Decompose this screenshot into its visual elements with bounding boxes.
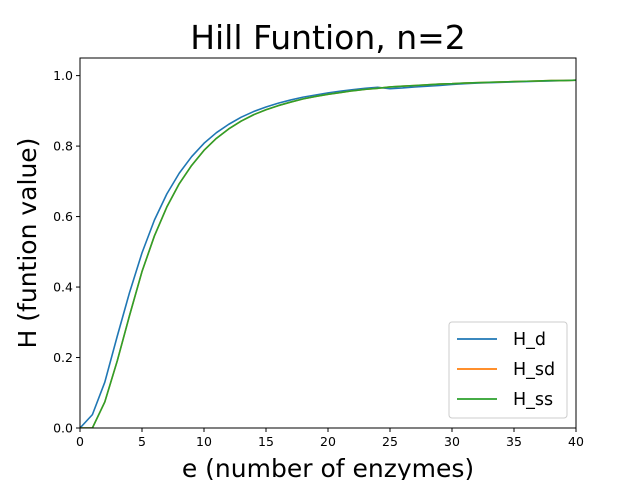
x-tick-label: 25 <box>382 434 398 449</box>
y-tick-label: 0.0 <box>53 421 73 436</box>
legend-label: H_d <box>513 330 546 350</box>
x-tick-label: 20 <box>320 434 336 449</box>
y-tick-label: 0.4 <box>53 280 73 295</box>
legend-box <box>448 321 568 419</box>
series-lines <box>80 79 576 428</box>
y-tick-label: 0.6 <box>53 209 73 224</box>
chart-title: Hill Funtion, n=2 <box>190 18 466 57</box>
legend-label: H_ss <box>513 390 553 410</box>
plot-frame <box>79 57 577 429</box>
x-axis-ticks: 0 5 10 15 20 25 30 35 40 <box>76 428 584 449</box>
y-tick-label: 1.0 <box>53 68 73 83</box>
x-tick-label: 5 <box>138 434 146 449</box>
x-tick-label: 10 <box>196 434 212 449</box>
x-axis-label: e (number of enzymes) <box>182 454 474 480</box>
y-axis-label: H (funtion value) <box>13 138 42 349</box>
x-tick-label: 15 <box>258 434 274 449</box>
x-tick-label: 35 <box>506 434 522 449</box>
legend: H_d H_sd H_ss <box>448 321 568 419</box>
y-axis-ticks: 0.0 0.2 0.4 0.6 0.8 1.0 <box>53 68 80 436</box>
series-line-h-ss <box>80 79 576 428</box>
x-tick-label: 40 <box>568 434 584 449</box>
legend-label: H_sd <box>513 360 555 380</box>
x-tick-label: 0 <box>76 434 84 449</box>
x-tick-label: 30 <box>444 434 460 449</box>
y-tick-label: 0.2 <box>53 350 73 365</box>
y-tick-label: 0.8 <box>53 139 73 154</box>
